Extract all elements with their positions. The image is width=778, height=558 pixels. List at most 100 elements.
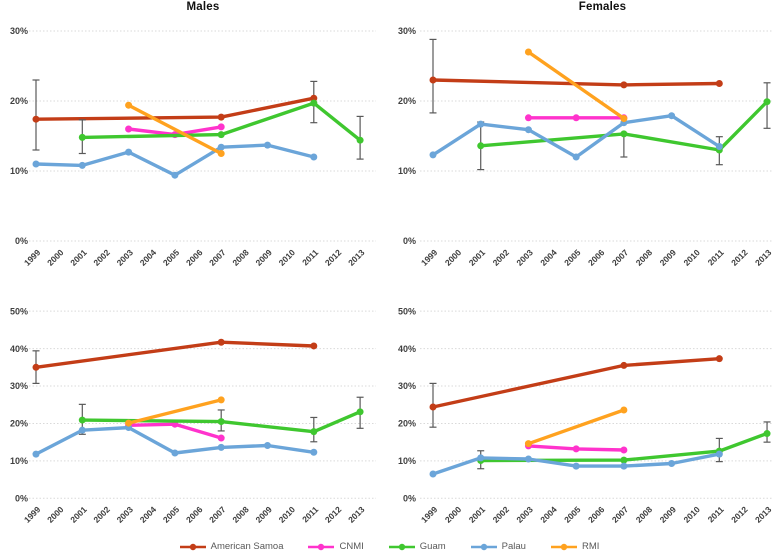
x-tick-label: 2010 [681,247,702,268]
x-tick-label: 2000 [45,504,66,525]
data-point [572,114,580,122]
x-tick-label: 2011 [706,247,726,267]
legend-item-american-samoa: American Samoa [179,541,284,552]
data-point [715,143,723,150]
x-tick-label: 2009 [253,504,274,525]
data-point [620,81,628,89]
x-tick-label: 2004 [138,504,159,525]
x-tick-label: 2003 [514,247,535,268]
series-line-rmi [126,398,223,425]
data-point [78,426,86,434]
chart-title-males: Males [186,1,220,13]
x-tick-label: 2000 [45,247,66,268]
y-tick-label: 30% [398,381,416,391]
chart-females-upper: 0%10%20%30%1999 2000 2001 2002 2003 2004 2005 2… [398,26,774,268]
series-line-guam [478,99,769,152]
series-line-american-samoa [34,340,316,370]
x-tick-label: 2012 [323,247,344,268]
legend-item-palau: Palau [470,541,526,552]
data-point [620,130,628,138]
data-point [429,151,437,159]
x-tick-label: 1999 [419,504,440,525]
x-tick-label: 2013 [346,504,367,525]
x-tick-label: 2004 [538,504,559,525]
y-tick-label: 10% [398,166,416,176]
y-tick-label: 0% [403,494,416,504]
x-tick-label: 2007 [207,247,228,268]
x-tick-label: 2000 [443,247,464,268]
x-tick-label: 2009 [658,247,679,268]
y-tick-label: 40% [10,344,28,354]
data-point [429,470,437,478]
data-point [620,115,628,122]
x-tick-label: 2007 [207,504,228,525]
x-tick-label: 2008 [230,247,251,268]
chart-legend: American Samoa CNMI Guam Palau RMI [0,535,778,558]
x-tick-label: 2001 [68,504,89,525]
data-point [78,133,86,141]
series-line-rmi [526,408,626,446]
data-point [715,80,723,87]
data-point [171,171,179,179]
x-tick-label: 2010 [681,504,702,525]
data-point [715,450,723,458]
x-tick-label: 2004 [538,247,559,268]
data-point [620,462,628,470]
data-point [477,120,485,128]
x-tick-label: 2013 [753,247,774,268]
data-point [264,141,271,149]
x-tick-label: 2006 [586,247,607,268]
x-tick-label: 2009 [253,247,274,268]
data-point [32,363,40,371]
series-line-rmi [526,50,626,121]
data-point [171,449,179,457]
data-point [310,94,318,102]
x-tick-label: 2003 [115,504,136,525]
series-line-palau [34,143,316,177]
data-point [264,442,271,450]
data-point [125,125,133,133]
data-point [572,462,580,470]
legend-label: American Samoa [210,541,284,552]
x-tick-label: 2002 [491,504,512,525]
legend-marker-icon [550,543,577,550]
x-tick-label: 2012 [323,504,344,525]
x-tick-label: 2001 [467,247,488,268]
data-point [572,153,580,161]
x-tick-label: 2008 [634,247,655,268]
series-line-guam [478,431,769,463]
data-point [524,126,532,134]
series-line-guam [80,101,362,142]
series-line-rmi [126,103,223,156]
legend-marker-icon [470,543,497,550]
data-point [668,459,676,467]
y-tick-label: 50% [10,306,28,316]
data-point [217,443,225,451]
x-tick-label: 2001 [68,247,89,268]
data-point [217,123,225,131]
x-tick-label: 2000 [443,504,464,525]
y-tick-label: 30% [398,26,416,36]
series-line-american-samoa [431,356,721,409]
x-tick-label: 2010 [277,247,298,268]
legend-marker-icon [388,543,415,550]
data-point [217,396,225,404]
x-tick-label: 2006 [184,247,205,268]
x-tick-label: 2006 [184,504,205,525]
data-point [125,148,133,156]
data-point [524,440,532,448]
x-tick-label: 2007 [610,247,631,268]
data-point [310,153,318,161]
x-tick-label: 2002 [91,504,112,525]
y-tick-label: 30% [10,26,28,36]
series-line-guam [80,410,362,434]
data-point [217,150,225,157]
legend-item-cnmi: CNMI [307,541,364,552]
data-point [310,99,318,107]
legend-label: Guam [419,541,446,552]
legend-marker-icon [179,543,206,550]
x-tick-label: 2011 [300,247,320,267]
data-point [356,136,364,144]
x-tick-label: 2012 [729,504,750,525]
